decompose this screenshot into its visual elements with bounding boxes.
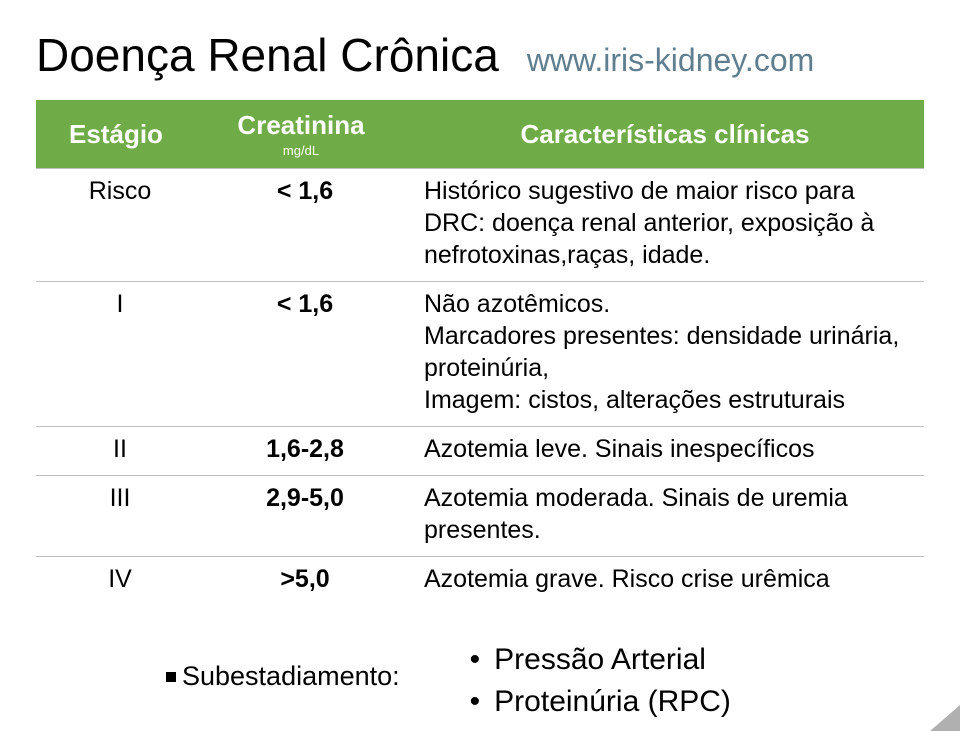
page-corner-fold-icon [930, 705, 960, 731]
table-row: III 2,9-5,0 Azotemia moderada. Sinais de… [36, 476, 924, 557]
cell-desc: Azotemia leve. Sinais inespecíficos [406, 427, 924, 476]
th-characteristics: Características clínicas [406, 100, 924, 169]
table-header-row: Estágio Creatinina mg/dL Características… [36, 100, 924, 169]
staging-table: Estágio Creatinina mg/dL Características… [36, 100, 924, 605]
cell-creatinine: >5,0 [196, 557, 406, 606]
cell-stage: Risco [36, 169, 196, 282]
title-row: Doença Renal Crônica www.iris-kidney.com [36, 28, 924, 82]
cell-creatinine: 1,6-2,8 [196, 427, 406, 476]
slide-container: Doença Renal Crônica www.iris-kidney.com… [0, 0, 960, 730]
th-creatinine-label: Creatinina [237, 110, 364, 140]
substaging-label: Subestadiamento: [182, 661, 400, 692]
table-row: Risco < 1,6 Histórico sugestivo de maior… [36, 169, 924, 282]
cell-stage: IV [36, 557, 196, 606]
cell-desc: Azotemia moderada. Sinais de uremia pres… [406, 476, 924, 557]
cell-creatinine: < 1,6 [196, 169, 406, 282]
cell-stage: III [36, 476, 196, 557]
table-row: IV >5,0 Azotemia grave. Risco crise urêm… [36, 557, 924, 606]
table-row: II 1,6-2,8 Azotemia leve. Sinais inespec… [36, 427, 924, 476]
source-url-text: www.iris-kidney.com [527, 42, 814, 79]
th-stage: Estágio [36, 100, 196, 169]
cell-desc: Histórico sugestivo de maior risco para … [406, 169, 924, 282]
th-creatinine: Creatinina mg/dL [196, 100, 406, 169]
substaging-label-box: Subestadiamento: [166, 639, 400, 692]
square-bullet-icon [166, 672, 176, 682]
table-row: I < 1,6 Não azotêmicos. Marcadores prese… [36, 282, 924, 427]
cell-stage: II [36, 427, 196, 476]
cell-desc: Azotemia grave. Risco crise urêmica [406, 557, 924, 606]
page-title: Doença Renal Crônica [36, 28, 499, 82]
list-item: Pressão Arterial [470, 639, 731, 681]
th-creatinine-unit: mg/dL [204, 143, 398, 158]
list-item: Proteinúria (RPC) [470, 681, 731, 723]
substaging-row: Subestadiamento: Pressão Arterial Protei… [166, 639, 924, 723]
cell-creatinine: < 1,6 [196, 282, 406, 427]
cell-desc: Não azotêmicos. Marcadores presentes: de… [406, 282, 924, 427]
substaging-list: Pressão Arterial Proteinúria (RPC) [470, 639, 731, 723]
cell-creatinine: 2,9-5,0 [196, 476, 406, 557]
cell-stage: I [36, 282, 196, 427]
